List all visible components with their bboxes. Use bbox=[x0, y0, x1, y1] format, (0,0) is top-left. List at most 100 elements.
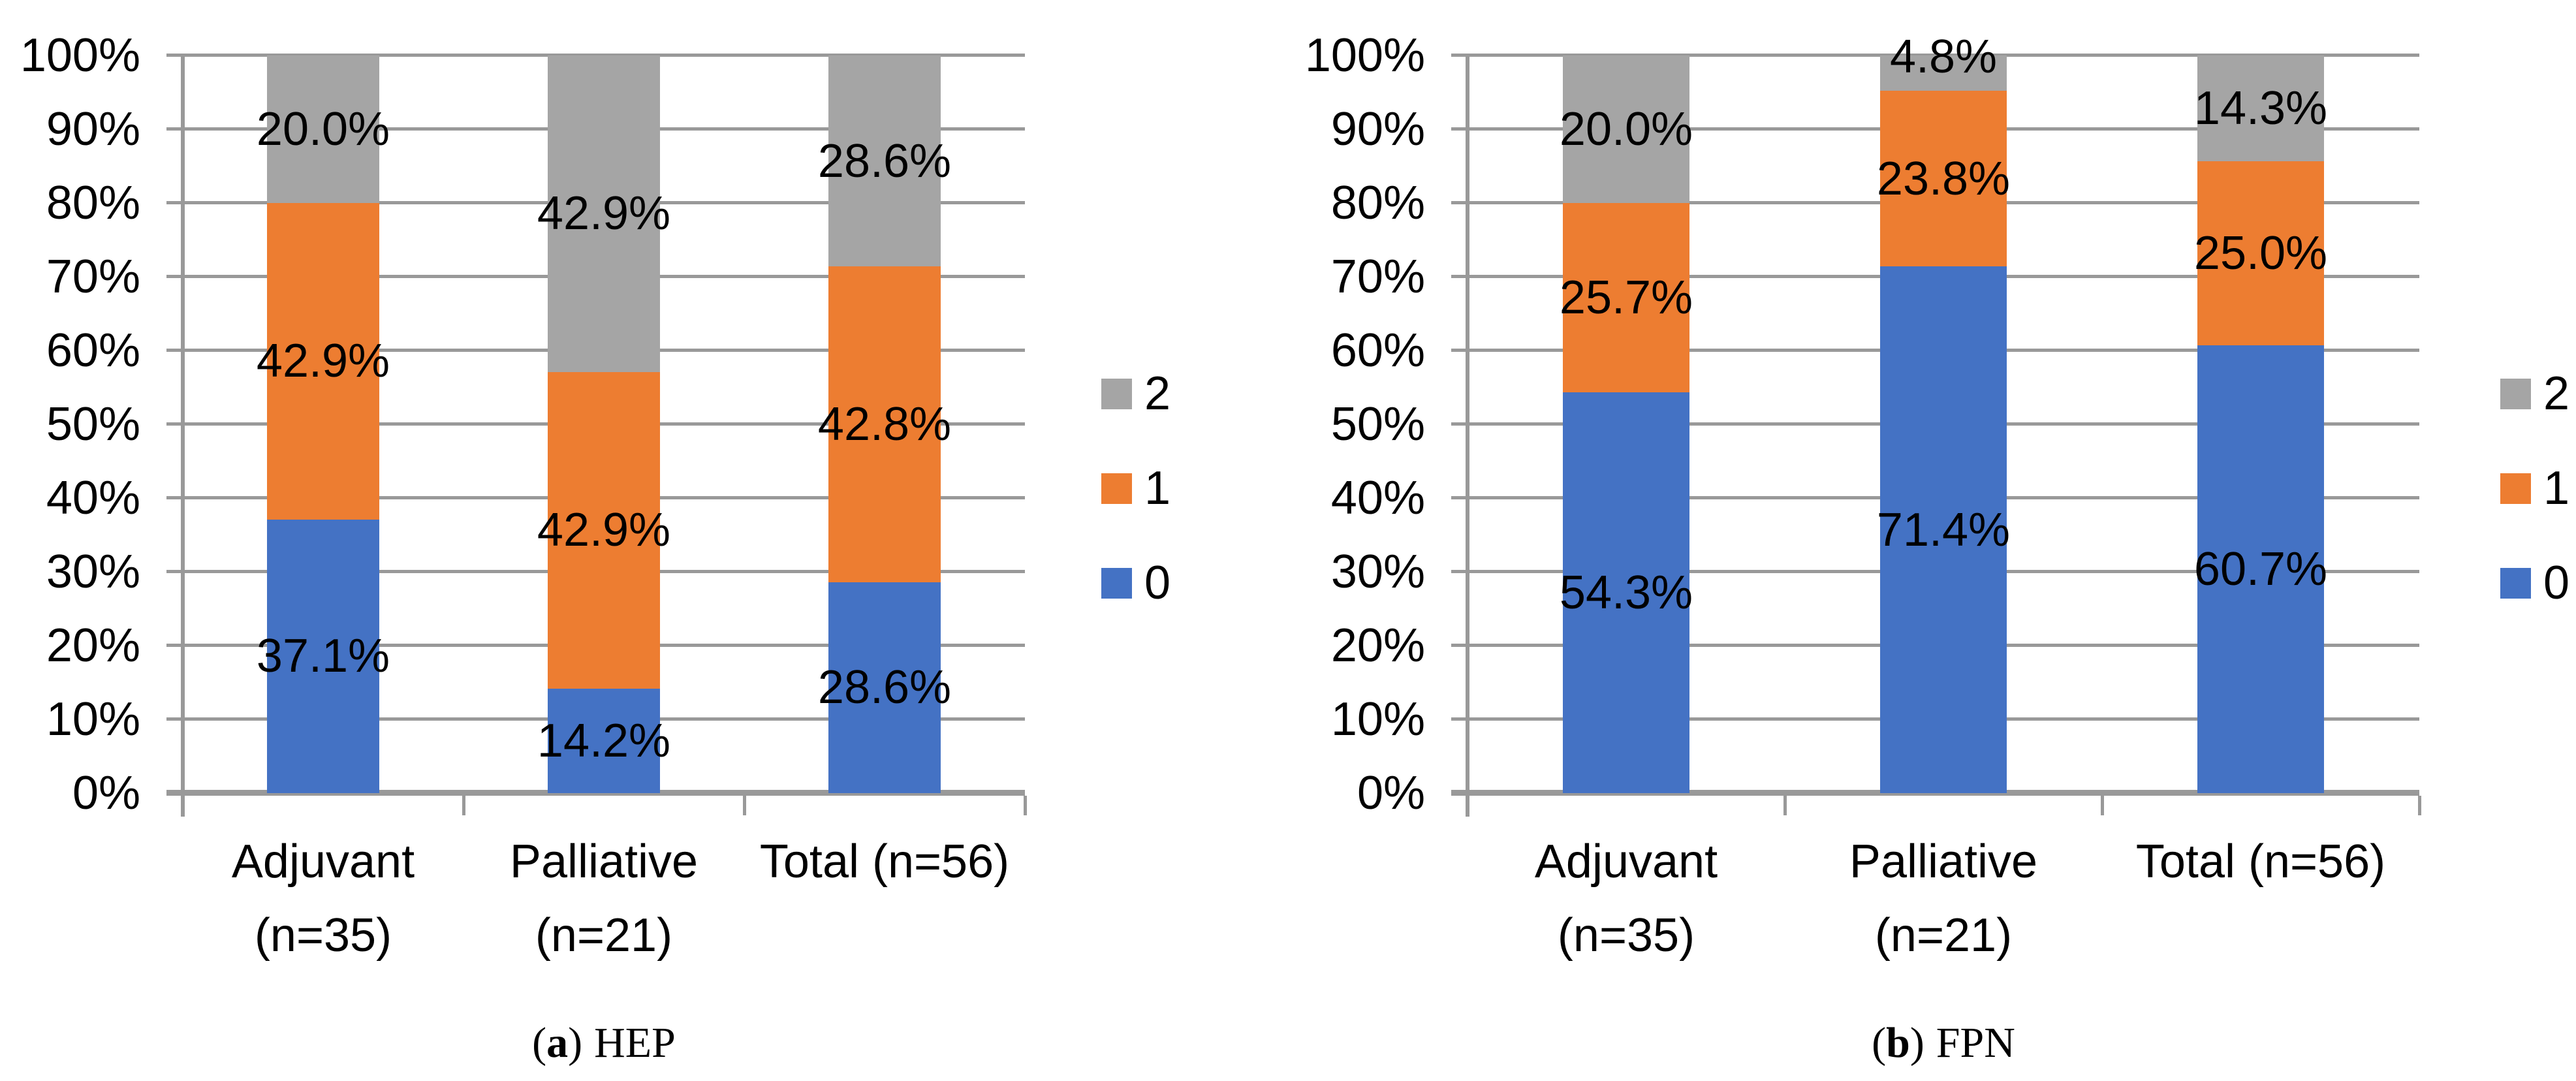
bar-segment-label: 42.8% bbox=[817, 398, 952, 450]
legend-label: 0 bbox=[2543, 557, 2570, 609]
bar-segment-label: 25.0% bbox=[2193, 227, 2328, 279]
y-axis-tick-label: 70% bbox=[46, 251, 140, 303]
y-axis-tick-label: 60% bbox=[46, 324, 140, 377]
y-axis-tick-label: 20% bbox=[46, 619, 140, 672]
y-axis-tick-label: 90% bbox=[46, 103, 140, 155]
caption-title: FPN bbox=[1936, 1019, 2015, 1067]
legend-label: 1 bbox=[2543, 462, 2570, 514]
chart-caption-hep: (a) HEP bbox=[183, 1014, 1025, 1073]
bar-segment bbox=[2197, 345, 2325, 793]
bar-segment-label: 14.2% bbox=[537, 714, 671, 767]
y-axis-tick-label: 80% bbox=[46, 177, 140, 229]
x-axis-category-label-line1: Palliative bbox=[509, 836, 699, 888]
bar-segment-label: 28.6% bbox=[817, 661, 952, 714]
gridline bbox=[1451, 54, 2419, 57]
y-axis-tick-label: 100% bbox=[20, 29, 140, 82]
y-axis-tick-label: 90% bbox=[1330, 103, 1425, 155]
bar-segment-label: 20.0% bbox=[1559, 103, 1693, 155]
caption-paren-open: ( bbox=[1872, 1019, 1887, 1067]
y-axis-tick-label: 0% bbox=[72, 767, 140, 819]
caption-title: HEP bbox=[594, 1019, 676, 1067]
x-axis-tick bbox=[1024, 796, 1027, 815]
bar-segment bbox=[2197, 55, 2325, 161]
bar-segment bbox=[828, 266, 941, 582]
x-axis-category-label-line2: (n=21) bbox=[535, 909, 673, 962]
bar-segment-label: 42.9% bbox=[537, 187, 671, 240]
bar-segment-label: 20.0% bbox=[256, 103, 390, 155]
caption-letter: b bbox=[1886, 1019, 1910, 1067]
y-axis-tick-label: 70% bbox=[1330, 251, 1425, 303]
y-axis-tick-label: 10% bbox=[46, 693, 140, 745]
bar-segment bbox=[1879, 55, 2007, 91]
legend-swatch bbox=[1101, 379, 1132, 409]
y-axis-tick-label: 50% bbox=[1330, 398, 1425, 450]
caption-paren-close: ) bbox=[1909, 1019, 1924, 1067]
caption-paren-close: ) bbox=[568, 1019, 583, 1067]
bar-segment bbox=[1879, 266, 2007, 793]
bar-segment-label: 4.8% bbox=[1889, 31, 1998, 84]
x-axis-category-label-line2: (n=35) bbox=[254, 909, 392, 962]
bar-segment-label: 14.3% bbox=[2193, 82, 2328, 134]
y-axis-tick-label: 30% bbox=[46, 546, 140, 598]
y-axis-tick-label: 10% bbox=[1330, 693, 1425, 745]
legend-label: 0 bbox=[1144, 557, 1171, 609]
x-axis-tick bbox=[462, 796, 465, 815]
legend-label: 1 bbox=[1144, 462, 1171, 514]
bar-segment bbox=[548, 371, 660, 689]
bar-segment-label: 25.7% bbox=[1559, 272, 1693, 324]
legend-swatch bbox=[2500, 568, 2531, 599]
legend-swatch bbox=[1101, 568, 1132, 599]
gridline bbox=[166, 54, 1025, 57]
bar-segment-label: 60.7% bbox=[2193, 543, 2328, 596]
bar-segment bbox=[548, 55, 660, 372]
x-axis-category-label-line2: (n=21) bbox=[1874, 909, 2013, 962]
bar-segment-label: 71.4% bbox=[1876, 503, 2011, 556]
bar-segment bbox=[267, 519, 379, 793]
x-axis-category-label-line1: Adjuvant bbox=[231, 836, 415, 888]
bar-segment-label: 54.3% bbox=[1559, 567, 1693, 619]
bar-segment bbox=[267, 203, 379, 520]
bar-segment-label: 23.8% bbox=[1876, 152, 2011, 205]
caption-paren-open: ( bbox=[532, 1019, 547, 1067]
bar-segment bbox=[2197, 161, 2325, 346]
y-axis-tick-label: 80% bbox=[1330, 177, 1425, 229]
y-axis-tick-label: 100% bbox=[1304, 29, 1425, 82]
bar-segment bbox=[267, 55, 379, 203]
x-axis-category-label-line1: Total (n=56) bbox=[759, 836, 1010, 888]
chart-caption-fpn: (b) FPN bbox=[1468, 1014, 2419, 1073]
caption-letter: a bbox=[546, 1019, 569, 1067]
y-axis-tick-label: 50% bbox=[46, 398, 140, 450]
x-axis-tick bbox=[2101, 796, 2104, 815]
y-axis-line bbox=[1466, 54, 1469, 817]
bar-segment-label: 42.9% bbox=[537, 504, 671, 557]
bar-segment-label: 42.9% bbox=[256, 335, 390, 388]
bar-segment bbox=[1879, 91, 2007, 267]
x-axis-category-label-line1: Total (n=56) bbox=[2135, 836, 2386, 888]
y-axis-line bbox=[181, 54, 185, 817]
x-axis-category-label-line2: (n=35) bbox=[1557, 909, 1695, 962]
legend-label: 2 bbox=[2543, 368, 2570, 420]
bar-segment bbox=[828, 55, 941, 267]
bar-segment bbox=[1562, 55, 1690, 203]
bar-segment-label: 28.6% bbox=[817, 134, 952, 187]
y-axis-tick-label: 60% bbox=[1330, 324, 1425, 377]
x-axis-tick bbox=[1783, 796, 1787, 815]
y-axis-tick-label: 20% bbox=[1330, 619, 1425, 672]
bar-segment bbox=[1562, 392, 1690, 793]
y-axis-tick-label: 40% bbox=[1330, 472, 1425, 524]
y-axis-tick-label: 40% bbox=[46, 472, 140, 524]
y-axis-tick-label: 30% bbox=[1330, 546, 1425, 598]
legend-label: 2 bbox=[1144, 368, 1171, 420]
legend-swatch bbox=[1101, 473, 1132, 504]
x-axis-category-label-line1: Palliative bbox=[1849, 836, 2038, 888]
x-axis-category-label-line1: Adjuvant bbox=[1534, 836, 1718, 888]
bar-segment bbox=[828, 582, 941, 793]
x-axis-tick bbox=[2418, 796, 2421, 815]
bar-segment bbox=[1562, 203, 1690, 393]
bar-segment-label: 37.1% bbox=[256, 630, 390, 683]
y-axis-tick-label: 0% bbox=[1357, 767, 1425, 819]
